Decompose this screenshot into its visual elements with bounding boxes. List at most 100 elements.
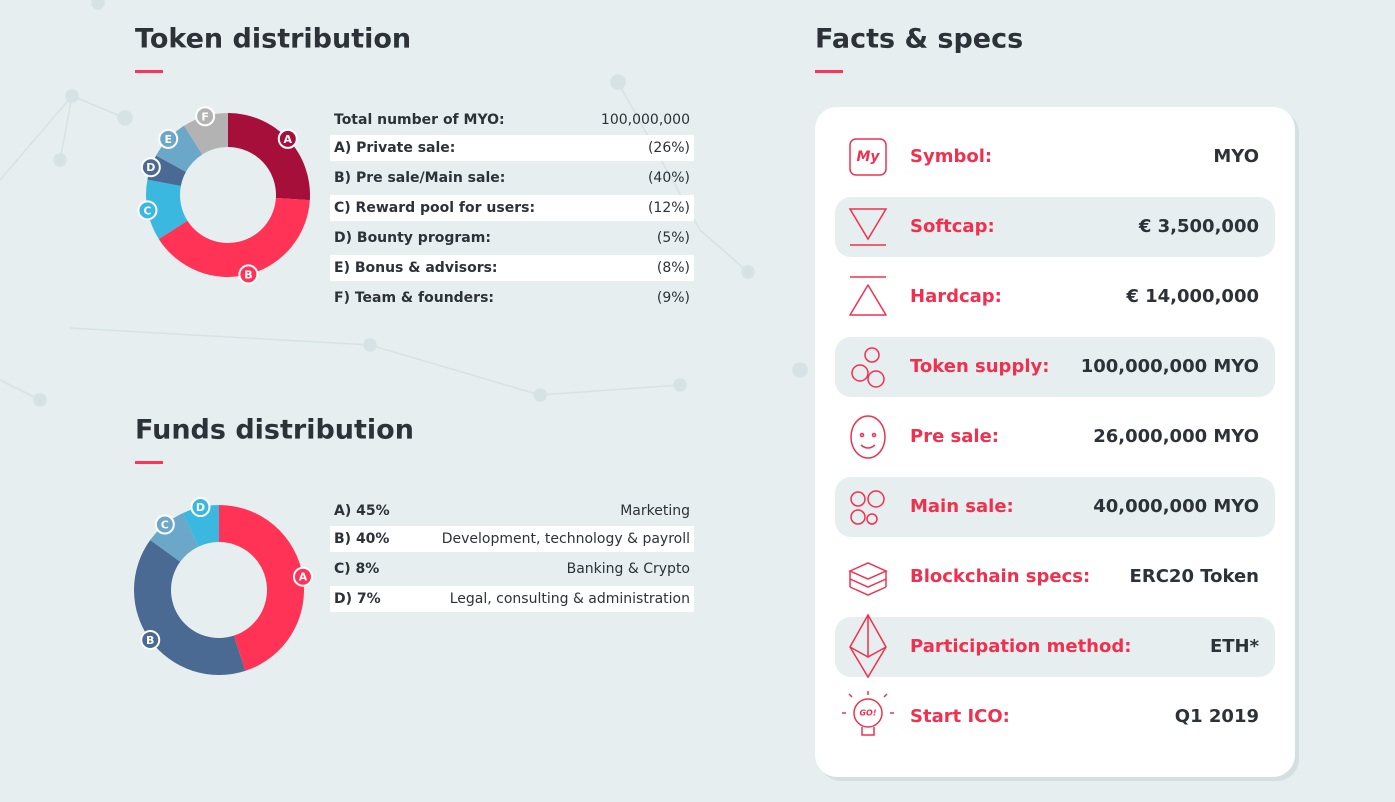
donut-slice <box>134 540 246 675</box>
title-underline <box>135 461 163 464</box>
icon-text: My <box>856 149 880 165</box>
slice-letter: A <box>284 133 293 146</box>
icon-text: GO! <box>859 709 876 718</box>
fact-value: ETH* <box>1210 636 1260 657</box>
row-icon <box>850 415 886 459</box>
icon-shape <box>861 727 875 736</box>
row-value: (40%) <box>648 170 690 186</box>
slice-badge <box>292 566 313 587</box>
icon-shape <box>849 615 887 658</box>
donut-slice <box>182 505 219 547</box>
network-decoration <box>0 0 808 407</box>
row-value: (12%) <box>648 200 690 216</box>
icon-shape <box>848 208 888 241</box>
slice-badge <box>195 106 216 127</box>
slice-badge <box>137 200 158 221</box>
slice-letter: C <box>143 204 151 217</box>
total-label: Total number of MYO: <box>334 112 505 128</box>
row-bg <box>835 477 1275 537</box>
row-value: (8%) <box>657 260 690 276</box>
table-row-bg <box>330 526 694 552</box>
section-title: Facts & specs <box>815 24 1023 55</box>
donut-slice <box>184 113 228 155</box>
slice-badge <box>154 514 175 535</box>
row-icon <box>851 347 885 388</box>
icon-shape <box>850 491 866 507</box>
table-row-bg <box>330 195 694 221</box>
row-percent: C) 8% <box>334 561 379 577</box>
row-label: E) Bonus & advisors: <box>334 260 498 276</box>
table-row-bg <box>330 135 694 161</box>
row-icon <box>849 276 887 316</box>
icon-shape <box>849 284 887 316</box>
row-bg <box>835 197 1275 257</box>
slice-letter: A <box>299 571 308 584</box>
slice-letter: F <box>201 110 209 123</box>
fact-label: Pre sale: <box>910 426 999 447</box>
slice-letter: D <box>196 501 205 514</box>
slice-badge <box>190 497 211 518</box>
donut-slice <box>219 505 304 671</box>
icon-shape <box>849 138 887 176</box>
icon-shape <box>866 513 878 525</box>
icon-shape <box>867 370 885 388</box>
donut-slice <box>156 125 203 172</box>
slice-letter: C <box>161 519 169 532</box>
row-icon <box>849 613 887 679</box>
row-label: B) Pre sale/Main sale: <box>334 170 505 186</box>
title-underline <box>815 70 843 73</box>
fact-label: Symbol: <box>910 146 992 167</box>
slice-badge <box>277 128 298 149</box>
facts-card <box>815 107 1295 777</box>
fact-label: Participation method: <box>910 636 1131 657</box>
row-percent: A) 45% <box>334 503 390 519</box>
slice-badge <box>158 128 179 149</box>
icon-shape <box>842 691 894 714</box>
row-label: D) Bounty program: <box>334 230 491 246</box>
row-label: Banking & Crypto <box>567 561 690 577</box>
icon-shape <box>860 444 876 449</box>
fact-label: Start ICO: <box>910 706 1010 727</box>
fact-label: Token supply: <box>910 356 1049 377</box>
fact-value: Q1 2019 <box>1175 706 1259 727</box>
slice-badge <box>140 157 161 178</box>
fact-value: 100,000,000 MYO <box>1081 356 1259 377</box>
row-label: A) Private sale: <box>334 140 455 156</box>
title-underline <box>135 70 163 73</box>
fact-label: Softcap: <box>910 216 995 237</box>
row-label: Marketing <box>620 503 690 519</box>
row-icon <box>850 490 885 525</box>
section-title: Funds distribution <box>135 415 414 446</box>
row-icon <box>848 208 888 246</box>
row-bg <box>835 617 1275 677</box>
fact-label: Blockchain specs: <box>910 566 1090 587</box>
icon-shape <box>853 698 883 728</box>
row-icon <box>842 691 894 736</box>
row-icon <box>848 562 888 596</box>
icon-shape <box>871 432 877 438</box>
fact-value: € 14,000,000 <box>1125 286 1259 307</box>
row-label: C) Reward pool for users: <box>334 200 535 216</box>
icon-shape <box>849 578 887 588</box>
slice-badge <box>238 264 259 285</box>
row-icon <box>849 138 887 176</box>
fact-value: 26,000,000 MYO <box>1093 426 1259 447</box>
row-value: (26%) <box>648 140 690 156</box>
icon-shape <box>867 490 885 508</box>
row-percent: B) 40% <box>334 531 389 547</box>
icon-shape <box>859 432 865 438</box>
row-label: F) Team & founders: <box>334 290 494 306</box>
fact-value: 40,000,000 MYO <box>1093 496 1259 517</box>
slice-letter: B <box>146 634 154 647</box>
icon-shape <box>849 613 887 679</box>
icon-shape <box>850 509 866 525</box>
section-title: Token distribution <box>135 24 411 55</box>
row-bg <box>835 337 1275 397</box>
fact-label: Hardcap: <box>910 286 1002 307</box>
fact-label: Main sale: <box>910 496 1014 517</box>
row-label: Development, technology & payroll <box>442 531 690 547</box>
fact-value: ERC20 Token <box>1130 566 1259 587</box>
icon-shape <box>849 586 887 596</box>
slice-letter: B <box>244 268 252 281</box>
